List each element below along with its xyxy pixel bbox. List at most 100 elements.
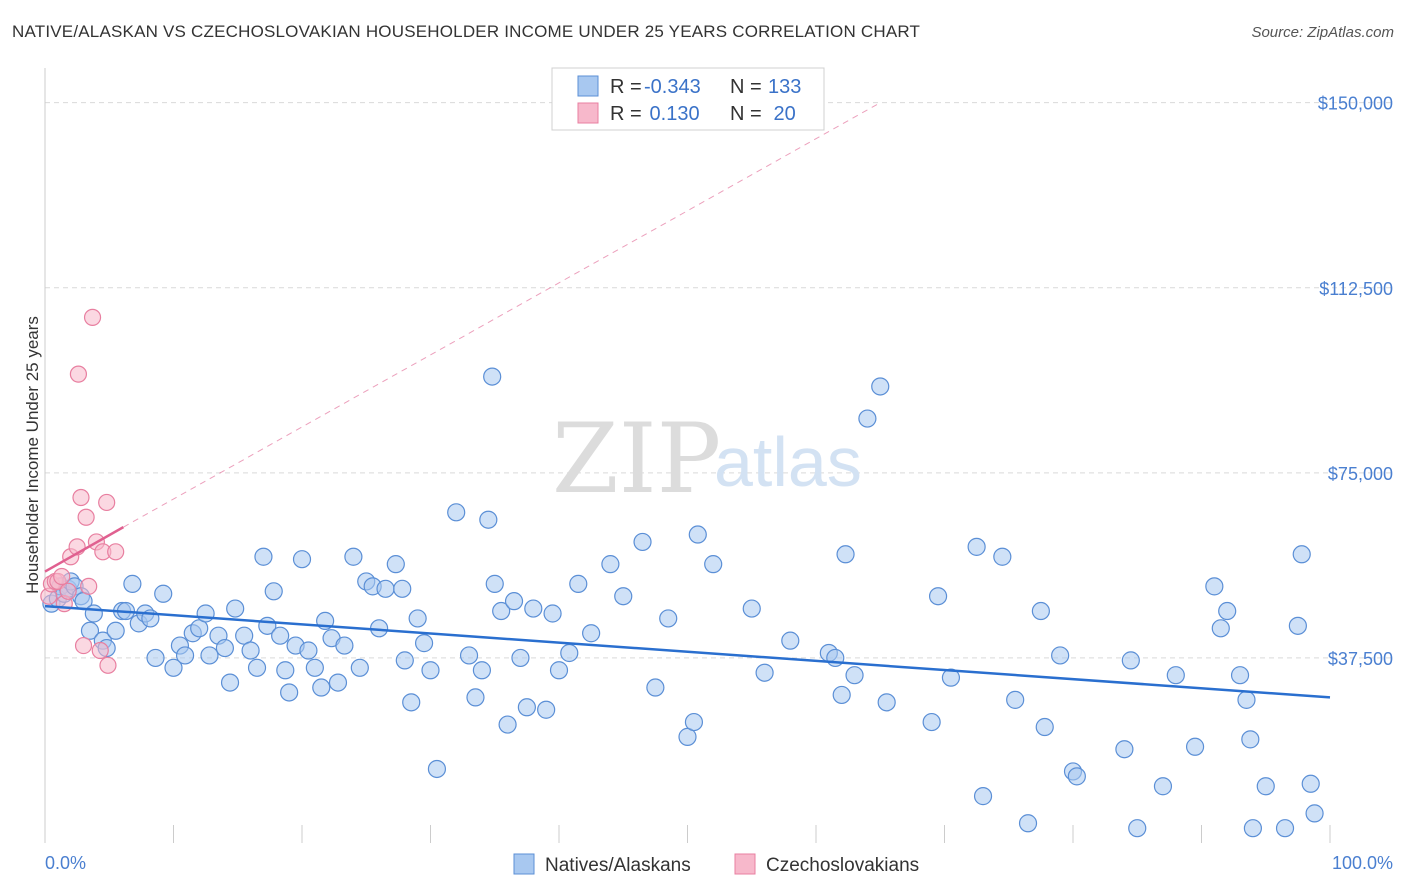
natives-point-35 [247,658,267,677]
czech-point-19 [107,543,125,561]
natives-point-52 [350,658,369,677]
natives-point-101 [858,409,877,428]
natives-point-108 [973,787,993,806]
czech-point-11 [77,508,95,526]
x-tick-label-1: 100.0% [1332,853,1393,873]
legend-r-label-1: R = [610,76,642,98]
x-tick-label-0: 0.0% [45,853,86,873]
y-tick-label-0: $37,500 [1328,649,1393,669]
natives-point-123 [1205,577,1224,596]
grid-lines [45,102,1395,659]
natives-point-106 [941,668,961,687]
czech-point-6 [59,582,77,600]
natives-point-60 [402,693,421,712]
legend-swatch-blue [577,75,599,97]
series-legend-swatch-czech [734,853,756,875]
natives-point-100 [845,666,864,685]
natives-point-93 [742,599,761,618]
natives-point-56 [376,579,395,598]
natives-point-22 [164,658,183,677]
legend-r-value-1: -0.343 [644,76,701,98]
natives-point-30 [215,638,234,658]
natives-point-31 [220,673,240,692]
axes [44,68,1331,843]
series-legend: Natives/Alaskans Czechoslovakians [513,853,919,876]
natives-point-99 [836,545,855,564]
natives-point-45 [305,658,324,677]
natives-point-132 [1288,616,1307,635]
natives-point-94 [755,663,774,682]
legend-n-label-2: N = [730,103,762,125]
natives-point-114 [1051,646,1070,665]
natives-point-120 [1153,777,1173,796]
natives-point-28 [200,646,219,665]
natives-point-122 [1185,737,1205,756]
y-tick-labels: $37,500 $75,000 $112,500 $150,000 [1318,94,1393,669]
natives-point-51 [344,547,363,566]
y-tick-label-3: $150,000 [1318,94,1393,114]
legend: R = -0.343 N = 133 R = 0.130 N = 20 [551,67,825,131]
legend-swatch-pink [577,102,599,124]
natives-point-126 [1230,666,1250,685]
natives-point-36 [254,547,273,566]
natives-point-104 [922,712,941,732]
legend-n-label-1: N = [730,76,762,98]
natives-point-91 [688,525,707,544]
natives-point-124 [1211,619,1230,638]
x-tick-labels: 0.0% 100.0% [45,853,1393,873]
czech-point-13 [83,308,102,326]
czech-point-9 [72,488,90,507]
natives-point-63 [421,661,440,680]
natives-point-131 [1275,819,1295,838]
natives-point-95 [781,631,800,650]
czech-point-10 [74,636,93,655]
natives-point-102 [871,377,890,396]
scatter-points [40,308,1324,838]
natives-point-41 [280,683,299,702]
natives-point-82 [569,574,588,593]
chart-source: Source: ZipAtlas.com [1251,24,1394,41]
natives-point-61 [408,609,427,628]
natives-point-76 [517,698,536,717]
legend-r-label-2: R = [610,103,642,125]
natives-point-75 [511,648,530,668]
natives-point-133 [1292,545,1311,564]
natives-point-46 [312,678,331,697]
natives-point-39 [271,626,290,645]
natives-point-125 [1218,601,1237,621]
natives-point-74 [504,592,524,611]
natives-point-38 [264,582,283,601]
natives-point-109 [993,547,1012,566]
natives-point-66 [459,646,479,665]
natives-point-92 [704,555,723,574]
natives-point-111 [1018,814,1038,833]
natives-point-79 [543,604,562,623]
natives-point-105 [928,587,948,606]
y-axis-label: Householder Income Under 25 years [23,316,42,594]
natives-point-27 [196,604,215,623]
natives-point-24 [175,646,195,665]
natives-point-10 [84,604,103,623]
natives-point-103 [877,693,896,712]
natives-point-135 [1305,804,1324,823]
natives-point-73 [498,715,517,734]
natives-point-71 [485,574,504,593]
watermark-zip: ZIP [552,403,721,515]
natives-point-77 [524,599,543,618]
series-legend-label-czech: Czechoslovakians [766,855,919,876]
natives-point-57 [386,555,405,574]
czech-point-12 [80,577,98,595]
natives-point-72 [492,601,511,621]
natives-point-20 [146,648,165,668]
natives-point-84 [601,555,620,574]
series-legend-swatch-natives [513,853,535,875]
watermark-atlas: atlas [714,423,862,501]
natives-point-16 [123,574,142,593]
czech-trend-extension [123,102,881,528]
natives-point-13 [106,621,125,640]
natives-point-83 [582,624,601,643]
series-legend-label-natives: Natives/Alaskans [545,855,691,876]
natives-point-88 [659,609,678,628]
y-tick-label-2: $112,500 [1319,279,1393,299]
